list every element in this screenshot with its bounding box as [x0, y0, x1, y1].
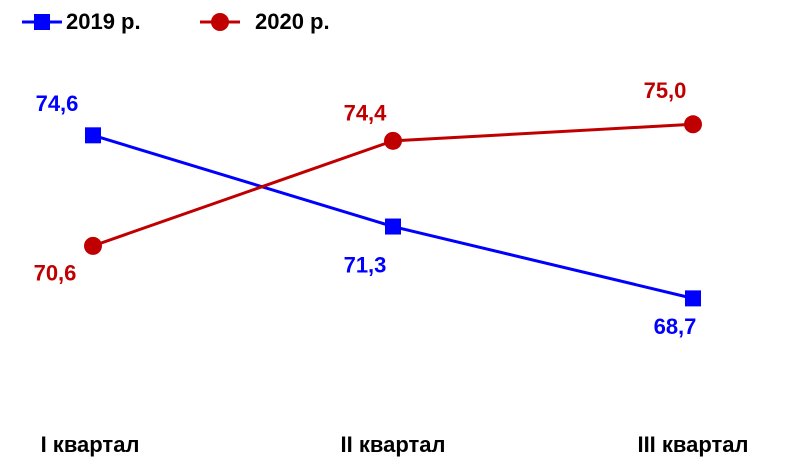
marker: [85, 127, 101, 144]
marker: [685, 290, 701, 307]
data-label: 70,6: [34, 261, 77, 286]
marker: [211, 13, 229, 31]
data-label: 75,0: [644, 78, 687, 103]
data-label: 71,3: [344, 252, 387, 277]
data-label: 74,4: [344, 101, 388, 126]
marker: [34, 14, 50, 30]
legend-label: 2019 р.: [66, 9, 141, 34]
data-label: 74,6: [36, 91, 79, 116]
x-tick-label: III квартал: [637, 432, 748, 457]
marker: [684, 115, 702, 134]
x-tick-label: II квартал: [341, 432, 446, 457]
marker: [84, 236, 102, 255]
data-label: 68,7: [654, 314, 697, 339]
legend-label: 2020 р.: [255, 9, 330, 34]
x-tick-label: I квартал: [41, 432, 140, 457]
marker: [384, 131, 402, 150]
series-line: [92, 133, 694, 300]
marker: [385, 218, 401, 235]
